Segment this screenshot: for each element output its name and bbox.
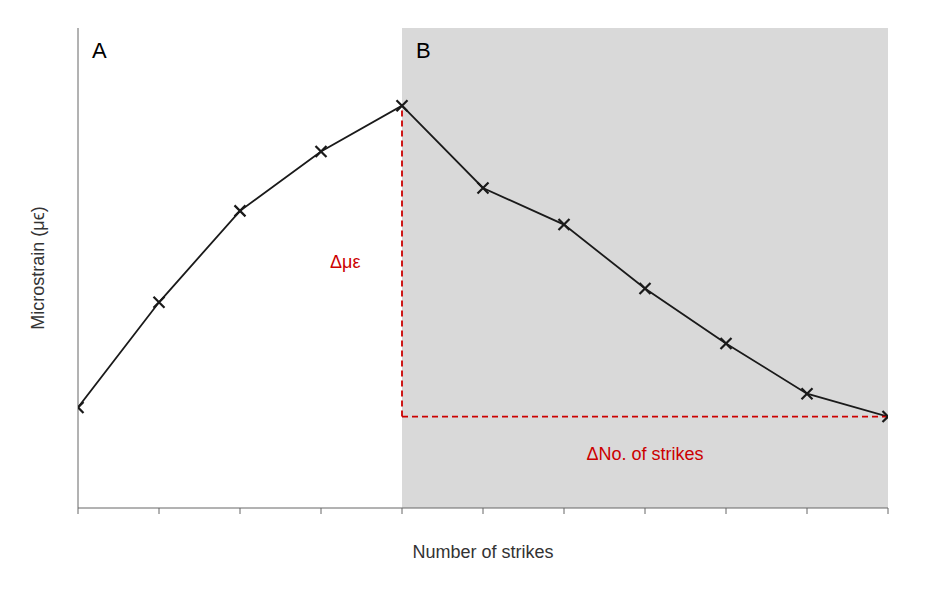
- svg-text:A: A: [92, 38, 107, 63]
- svg-text:B: B: [416, 38, 431, 63]
- svg-text:ΔNo. of strikes: ΔNo. of strikes: [586, 444, 703, 464]
- svg-text:Number of strikes: Number of strikes: [412, 542, 553, 562]
- svg-text:Microstrain (μϵ): Microstrain (μϵ): [28, 206, 48, 329]
- svg-text:Δμε: Δμε: [330, 252, 360, 272]
